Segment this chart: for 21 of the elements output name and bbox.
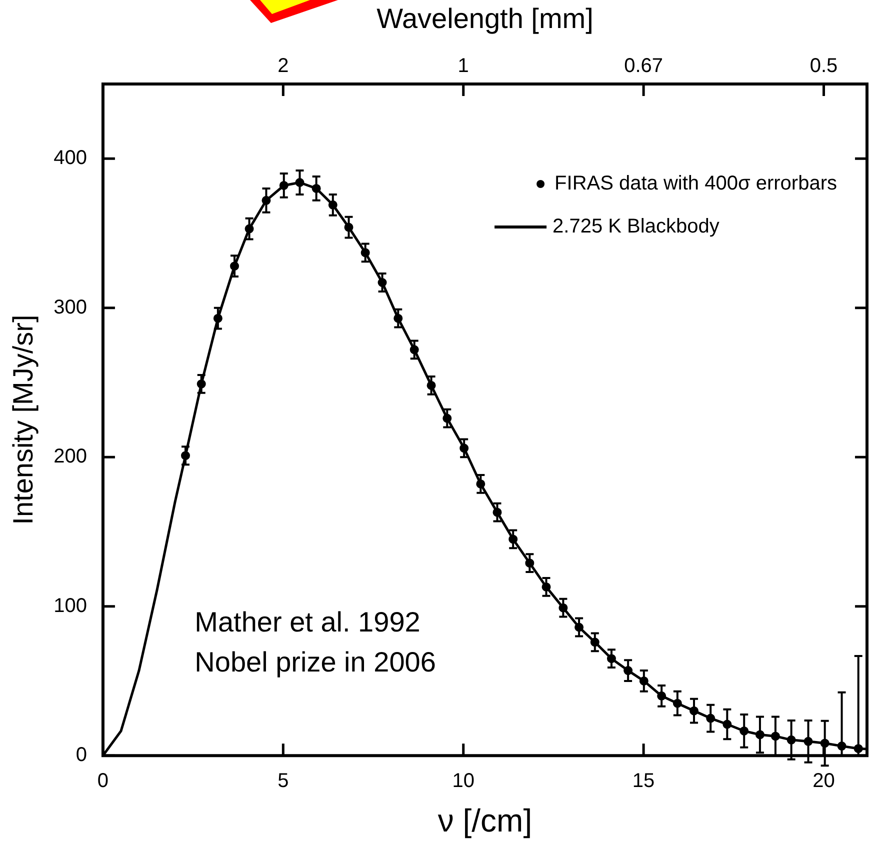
- text: Wavelength [mm]: [376, 3, 594, 34]
- y-tick-label: 400: [54, 147, 87, 170]
- y-tick-label: 200: [54, 446, 87, 468]
- x-tick-label: 10: [452, 770, 474, 792]
- x-tick-label: 0: [97, 770, 109, 792]
- y-tick-label: 100: [54, 594, 87, 617]
- annotation: Mather et al. 1992: [194, 606, 420, 638]
- legend-label: FIRAS data with 400σ errorbars: [554, 172, 838, 195]
- x-axis-title: ν [/cm]: [438, 802, 532, 839]
- annotation: 0.5: [810, 55, 838, 77]
- annotation: 2: [278, 55, 289, 77]
- annotation: 0.67: [624, 55, 664, 77]
- legend-label: 2.725 K Blackbody: [552, 216, 720, 238]
- y-tick-label: 0: [76, 744, 87, 766]
- x-tick-label: 20: [812, 770, 835, 792]
- annotation: Nobel prize in 2006: [194, 646, 436, 678]
- x-tick-label: 15: [632, 770, 655, 792]
- annotation: 1: [458, 55, 469, 77]
- y-tick-label: 300: [54, 296, 87, 318]
- x-tick-label: 5: [278, 770, 289, 792]
- y-axis-title: Intensity [MJy/sr]: [8, 314, 39, 525]
